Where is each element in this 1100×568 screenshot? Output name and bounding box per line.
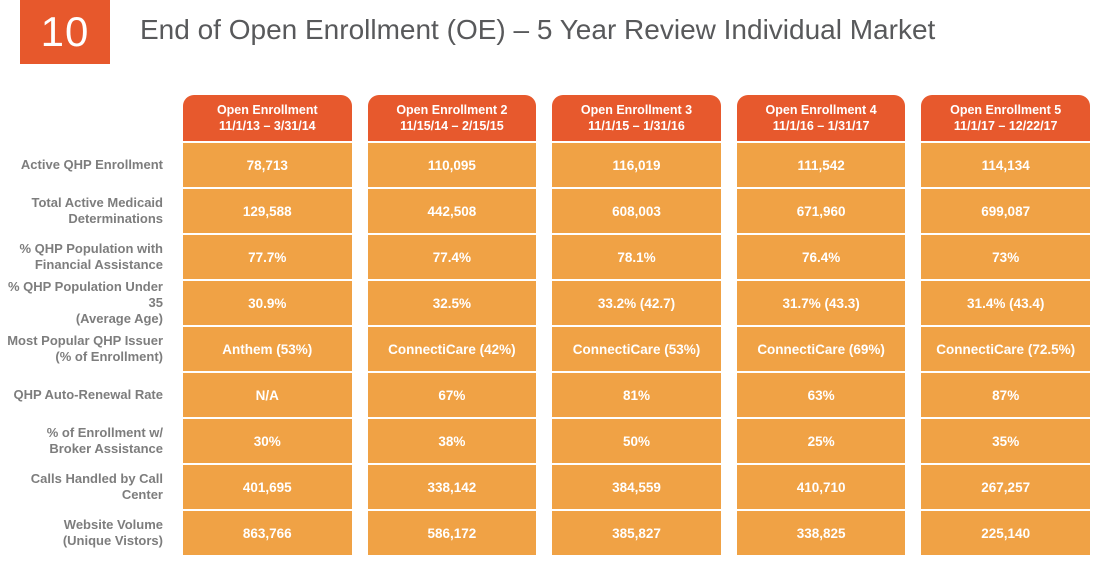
table-cell: 410,710 [736, 465, 906, 509]
column-header-oe5: Open Enrollment 5 11/1/17 – 12/22/17 [921, 95, 1090, 141]
table-cell: 73% [921, 235, 1090, 279]
table-cell: 67% [367, 373, 537, 417]
row-label-broker-assistance: % of Enrollment w/ Broker Assistance [46, 424, 163, 456]
row-label-popular-issuer: Most Popular QHP Issuer (% of Enrollment… [7, 332, 163, 364]
table-cell: 50% [552, 419, 721, 463]
column-header-oe2: Open Enrollment 2 11/15/14 – 2/15/15 [367, 95, 537, 141]
row-label-auto-renewal: QHP Auto-Renewal Rate [13, 386, 163, 402]
table-cell: 114,134 [921, 143, 1090, 187]
table-cell: 384,559 [552, 465, 721, 509]
table-cell: ConnectiCare (72.5%) [921, 327, 1090, 371]
table-cell: 671,960 [736, 189, 906, 233]
column-header-oe1: Open Enrollment 11/1/13 – 3/31/14 [183, 95, 352, 141]
table-cell: 442,508 [367, 189, 537, 233]
column-header-oe3: Open Enrollment 3 11/1/15 – 1/31/16 [552, 95, 721, 141]
table-cell: ConnectiCare (53%) [552, 327, 721, 371]
table-cell: 30% [183, 419, 352, 463]
table-cell: 338,825 [736, 511, 906, 555]
table-cell: 699,087 [921, 189, 1090, 233]
table-cell: 267,257 [921, 465, 1090, 509]
table-cell: 225,140 [921, 511, 1090, 555]
table-cell: 77.7% [183, 235, 352, 279]
table-cell: 76.4% [736, 235, 906, 279]
table-cell: 38% [367, 419, 537, 463]
table-cell: Anthem (53%) [183, 327, 352, 371]
table-cell: ConnectiCare (42%) [367, 327, 537, 371]
column-header-dates: 11/15/14 – 2/15/15 [400, 119, 504, 133]
table-cell: 338,142 [367, 465, 537, 509]
table-cell: 863,766 [183, 511, 352, 555]
column-header-label: Open Enrollment [216, 102, 318, 117]
table-cell: 401,695 [183, 465, 352, 509]
table-cell: 116,019 [552, 143, 721, 187]
table-corner-spacer [0, 95, 167, 141]
slide-title: End of Open Enrollment (OE) – 5 Year Rev… [140, 14, 936, 45]
table-cell: 586,172 [367, 511, 537, 555]
table-cell: 608,003 [552, 189, 721, 233]
column-header-dates: 11/1/15 – 1/31/16 [588, 119, 685, 133]
table-cell: ConnectiCare (69%) [736, 327, 906, 371]
column-header-label: Open Enrollment 5 [950, 102, 1062, 117]
table-cell: 31.4% (43.4) [921, 281, 1090, 325]
table-cell: 77.4% [367, 235, 537, 279]
column-header-dates: 11/1/13 – 3/31/14 [218, 119, 316, 133]
slide-number-badge: 10 [20, 0, 110, 64]
row-label-call-center: Calls Handled by Call Center [30, 470, 163, 502]
column-header-label: Open Enrollment 4 [765, 102, 877, 117]
row-label-website-volume: Website Volume (Unique Vistors) [62, 516, 163, 548]
table-cell: 31.7% (43.3) [736, 281, 906, 325]
table-cell: 35% [921, 419, 1090, 463]
column-header-oe4: Open Enrollment 4 11/1/16 – 1/31/17 [736, 95, 906, 141]
table-cell: 78.1% [552, 235, 721, 279]
column-header-label: Open Enrollment 2 [396, 102, 508, 117]
table-cell: 111,542 [736, 143, 906, 187]
column-header-dates: 11/1/16 – 1/31/17 [772, 119, 870, 133]
row-label-financial-assistance: % QHP Population with Financial Assistan… [19, 240, 163, 272]
row-label-active-qhp-enrollment: Active QHP Enrollment [20, 156, 163, 172]
enrollment-table: Open Enrollment 11/1/13 – 3/31/14 Open E… [0, 95, 1090, 555]
table-cell: 30.9% [183, 281, 352, 325]
table-cell: 33.2% (42.7) [552, 281, 721, 325]
table-cell: 25% [736, 419, 906, 463]
table-cell: 78,713 [183, 143, 352, 187]
table-cell: N/A [183, 373, 352, 417]
table-cell: 129,588 [183, 189, 352, 233]
table-cell: 385,827 [552, 511, 721, 555]
column-header-dates: 11/1/17 – 12/22/17 [953, 119, 1058, 133]
table-cell: 32.5% [367, 281, 537, 325]
table-cell: 110,095 [367, 143, 537, 187]
row-label-under-35: % QHP Population Under 35 (Average Age) [7, 278, 163, 327]
table-cell: 63% [736, 373, 906, 417]
table-cell: 81% [552, 373, 721, 417]
row-label-medicaid-determinations: Total Active Medicaid Determinations [31, 194, 163, 226]
table-cell: 87% [921, 373, 1090, 417]
slide-number: 10 [40, 8, 90, 55]
column-header-label: Open Enrollment 3 [580, 102, 693, 117]
